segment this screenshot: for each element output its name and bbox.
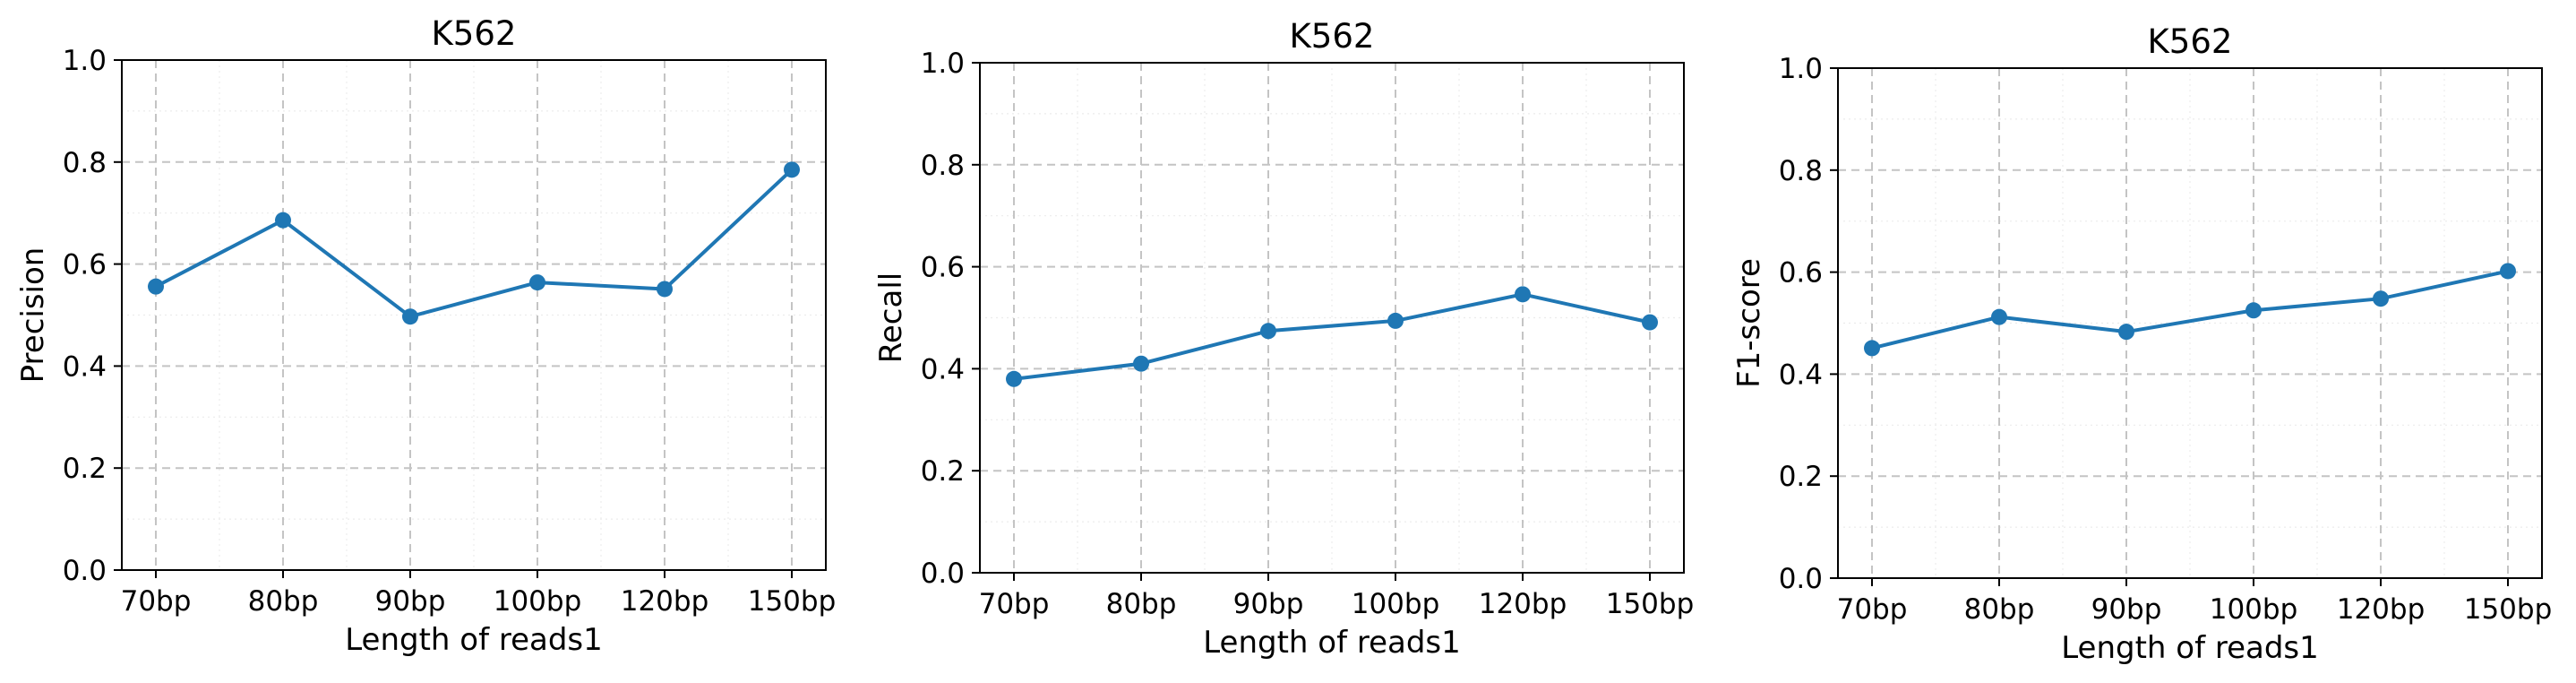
data-point	[402, 308, 418, 325]
data-point	[2500, 263, 2516, 280]
x-tick-label: 80bp	[1106, 588, 1177, 620]
x-tick-label: 100bp	[1352, 588, 1440, 620]
y-tick-label: 0.8	[921, 150, 965, 182]
y-tick-label: 0.0	[1779, 563, 1823, 595]
x-tick-label: 120bp	[1479, 588, 1567, 620]
x-tick-label: 80bp	[1964, 593, 2035, 626]
y-tick-label: 1.0	[1779, 53, 1823, 85]
x-tick-label: 90bp	[1233, 588, 1304, 620]
y-tick-label: 0.6	[63, 249, 107, 281]
x-tick-label: 70bp	[121, 585, 192, 618]
data-point	[275, 212, 291, 229]
y-tick-label: 1.0	[921, 48, 965, 80]
y-tick-label: 0.2	[63, 453, 107, 485]
x-tick-label: 150bp	[1606, 588, 1695, 620]
data-point	[1991, 308, 2007, 325]
x-axis-label: Length of reads1	[1203, 625, 1461, 661]
y-tick-label: 0.4	[921, 353, 965, 385]
y-tick-label: 0.4	[1779, 359, 1823, 391]
data-point	[2118, 324, 2134, 341]
series-line	[1013, 292, 1651, 381]
data-point	[1133, 355, 1149, 372]
data-point	[1387, 312, 1404, 329]
y-tick-label: 0.6	[1779, 257, 1823, 290]
y-tick-label: 0.0	[63, 555, 107, 587]
data-point	[148, 278, 164, 295]
x-tick-label: 120bp	[621, 585, 709, 618]
chart-panel-1: 0.0 0.2 0.4 0.6 0.8 1.0 70bp 80bp 90bp 100bp 120bp…	[15, 14, 836, 658]
data-point	[1260, 323, 1276, 340]
chart-panel-3: 0.0 0.2 0.4 0.6 0.8 1.0 70bp 80bp 90bp 100bp 120bp…	[1731, 22, 2552, 666]
y-tick-label: 0.4	[63, 350, 107, 383]
data-point	[2373, 290, 2389, 307]
x-tick-label: 70bp	[1837, 593, 1908, 626]
chart-panel-2: 0.0 0.2 0.4 0.6 0.8 1.0 70bp 80bp 90bp 100bp 120bp…	[873, 17, 1694, 661]
axes-frame	[121, 59, 827, 571]
y-tick-label: 0.2	[1779, 461, 1823, 493]
data-point	[1515, 286, 1531, 303]
x-tick-label: 120bp	[2337, 593, 2426, 626]
y-tick-label: 0.0	[921, 558, 965, 590]
x-axis-label: Length of reads1	[2061, 630, 2319, 666]
data-point	[529, 274, 545, 291]
x-tick-label: 150bp	[2464, 593, 2553, 626]
chart-title: K562	[1290, 17, 1375, 56]
y-axis-label: Precision	[15, 247, 51, 384]
x-tick-label: 70bp	[979, 588, 1050, 620]
data-point	[1642, 314, 1658, 331]
chart-title: K562	[432, 14, 517, 53]
x-axis-label: Length of reads1	[345, 622, 603, 658]
y-axis-label: Recall	[873, 272, 909, 363]
x-tick-label: 150bp	[748, 585, 837, 618]
data-point	[657, 281, 673, 298]
y-tick-label: 0.8	[1779, 155, 1823, 187]
x-tick-label: 90bp	[375, 585, 446, 618]
y-tick-label: 0.2	[921, 455, 965, 488]
x-tick-label: 90bp	[2091, 593, 2162, 626]
data-point	[1864, 340, 1880, 357]
series-line	[155, 168, 794, 319]
axes-frame	[979, 62, 1685, 574]
data-point	[784, 161, 800, 178]
axes-frame	[1837, 67, 2543, 579]
data-point	[2245, 302, 2262, 319]
chart-title: K562	[2148, 22, 2233, 61]
y-tick-label: 0.6	[921, 252, 965, 284]
x-tick-label: 100bp	[2210, 593, 2298, 626]
x-tick-label: 100bp	[494, 585, 582, 618]
y-tick-label: 1.0	[63, 45, 107, 77]
series-line	[1871, 269, 2509, 350]
data-point	[1006, 370, 1022, 387]
y-axis-label: F1-score	[1731, 258, 1767, 388]
x-tick-label: 80bp	[248, 585, 319, 618]
y-tick-label: 0.8	[63, 147, 107, 179]
